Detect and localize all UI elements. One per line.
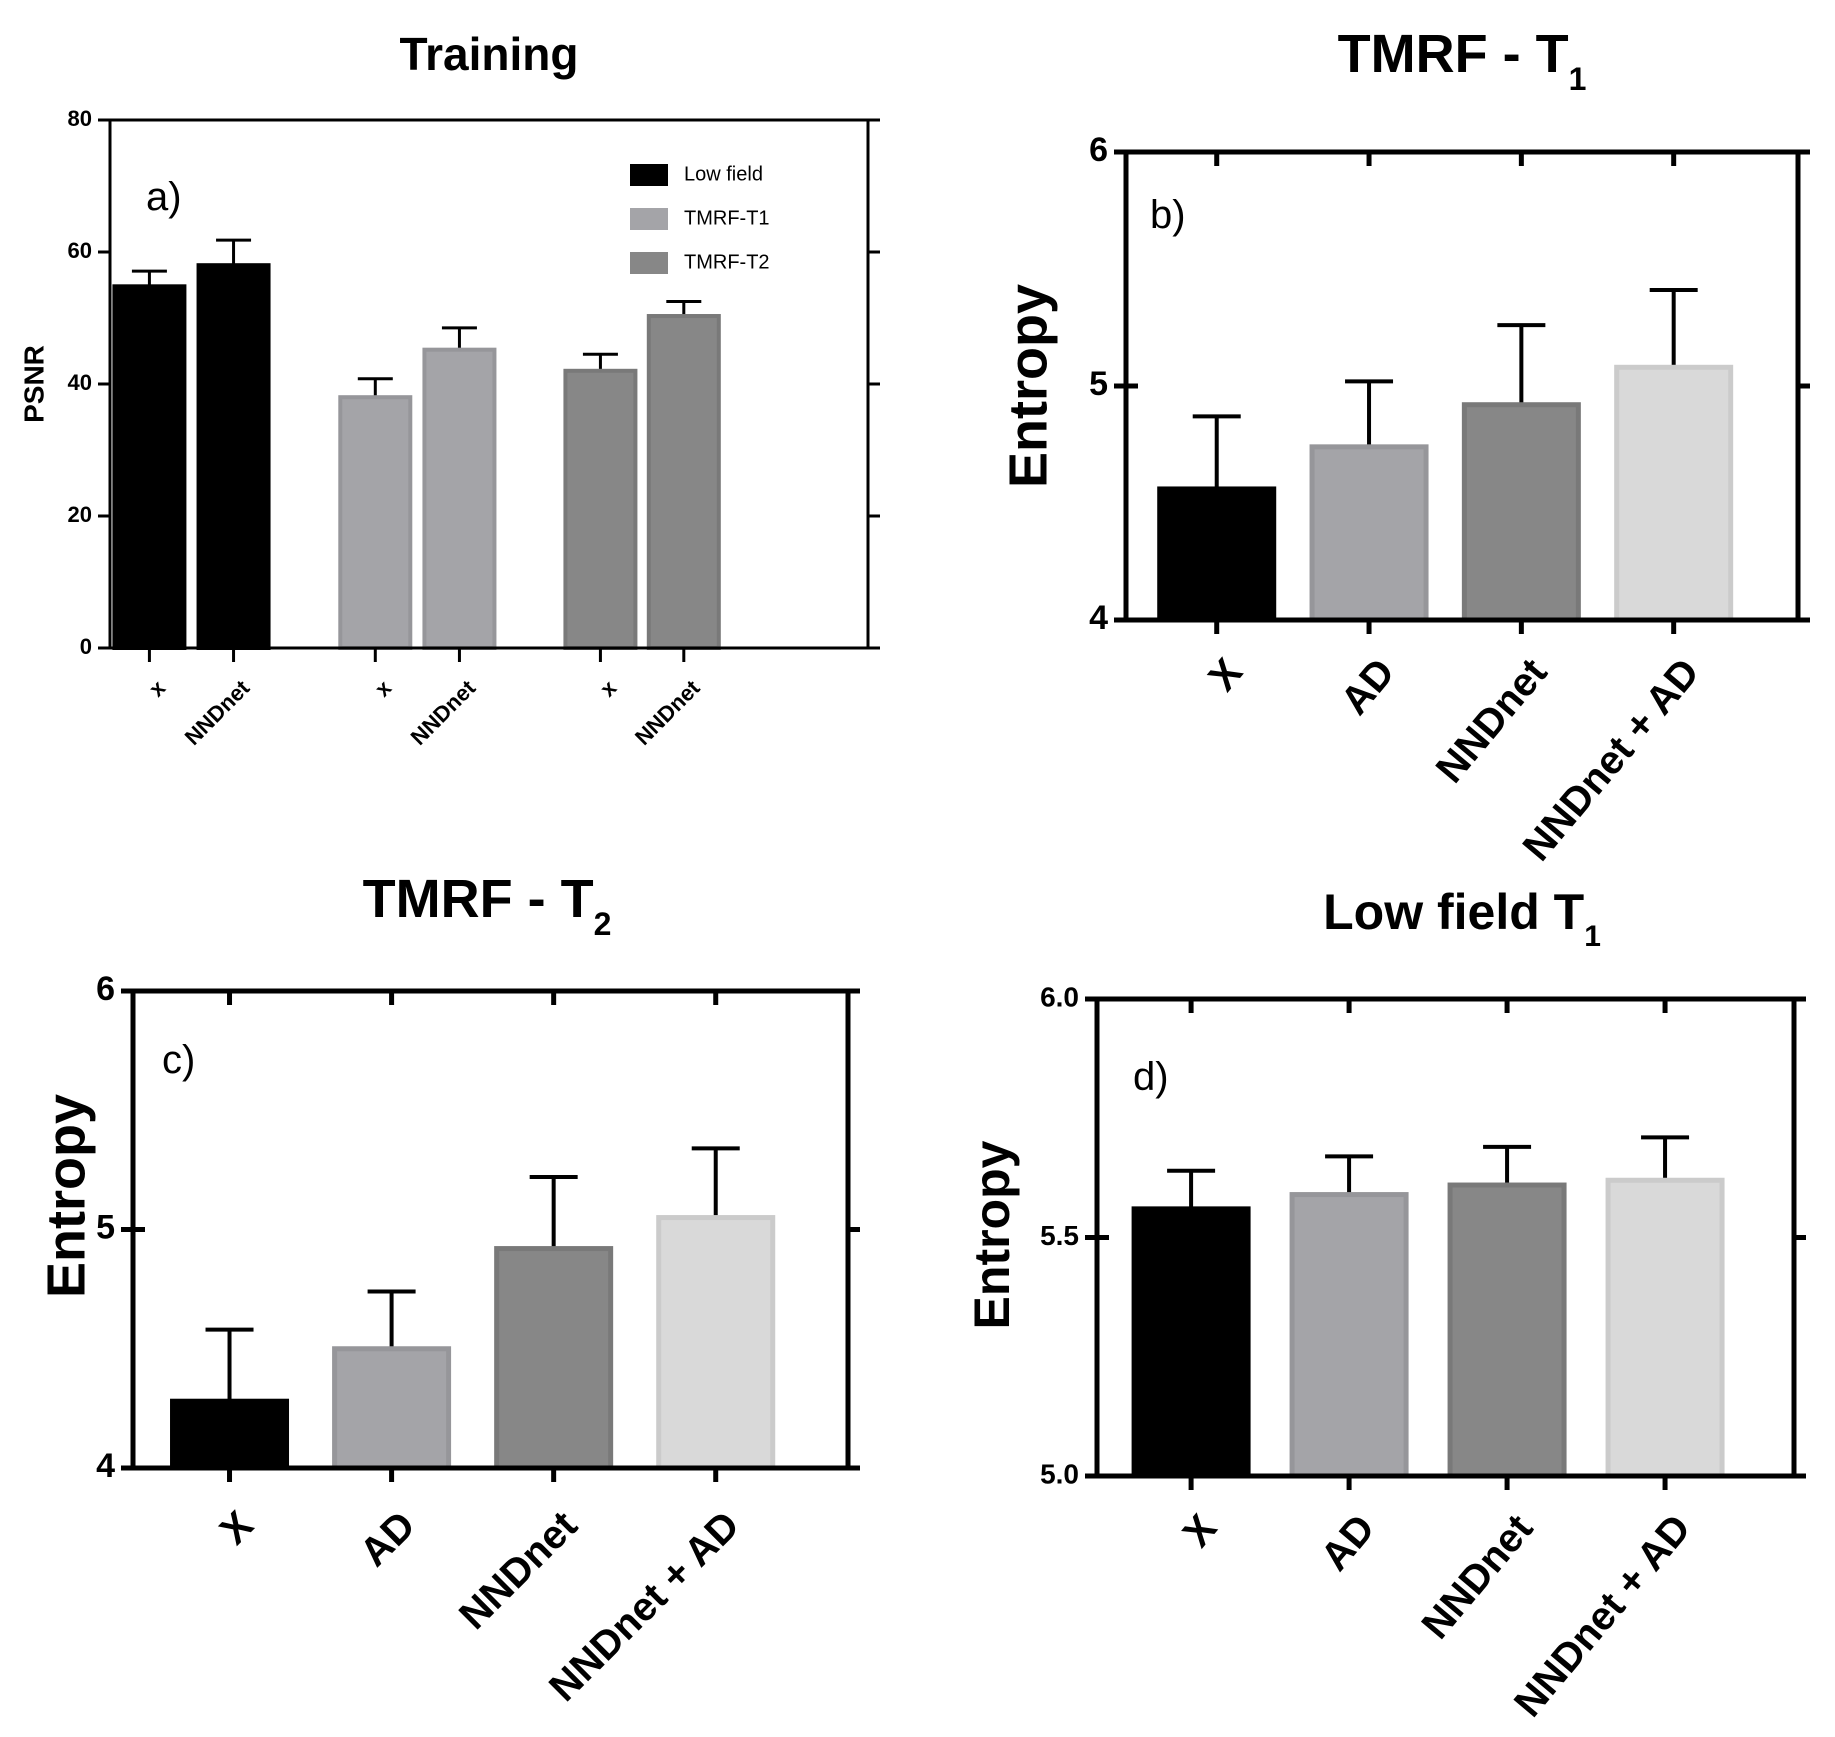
x-category-label: NNDnet — [406, 675, 481, 750]
legend-label: Low field — [684, 163, 763, 185]
y-tick-label: 5 — [96, 1208, 115, 1246]
legend-label: TMRF-T1 — [684, 207, 770, 229]
bar-0 — [170, 1398, 290, 1471]
y-axis-label: PSNR — [18, 345, 49, 423]
y-axis-label: Entropy — [998, 284, 1058, 488]
chart-title: TMRF - T1 — [1338, 24, 1587, 97]
chart-title: Low field T1 — [1323, 884, 1601, 953]
chart-title: TMRF - T2 — [363, 869, 612, 942]
bar-2 — [1447, 1182, 1567, 1479]
x-category-label: X — [1175, 1506, 1226, 1555]
legend-swatch — [630, 164, 668, 186]
bar-1 — [1289, 1192, 1409, 1479]
y-tick-label: 6.0 — [1040, 981, 1079, 1012]
y-tick-label: 6 — [1089, 131, 1108, 169]
y-axis-label: Entropy — [964, 1140, 1020, 1329]
bar-3 — [656, 1215, 776, 1471]
bar-tmrf-t1-1 — [422, 347, 497, 650]
bar-low-field-1 — [196, 263, 271, 650]
bar-3 — [1614, 364, 1734, 623]
bar-0 — [1131, 1206, 1251, 1479]
bar-2 — [1461, 402, 1581, 623]
bar-low-field-0 — [112, 284, 187, 650]
x-category-label: X — [1200, 650, 1251, 699]
legend-swatch — [630, 252, 668, 274]
x-category-label: AD — [1333, 651, 1404, 724]
bar-1 — [1309, 444, 1429, 623]
chart-title-subscript: 1 — [1584, 920, 1601, 953]
x-category-label: x — [144, 675, 171, 702]
y-axis-label: Entropy — [36, 1094, 96, 1298]
panel-tag: c) — [162, 1038, 195, 1082]
y-tick-label: 5.5 — [1040, 1220, 1079, 1251]
y-tick-label: 5.0 — [1040, 1458, 1079, 1489]
panel-tag: a) — [146, 175, 182, 219]
x-category-label: x — [370, 675, 397, 702]
y-tick-label: 6 — [96, 970, 115, 1008]
legend-label: TMRF-T2 — [684, 251, 770, 273]
y-tick-label: 5 — [1089, 365, 1108, 403]
bar-1 — [332, 1346, 452, 1471]
x-category-label: x — [595, 675, 622, 702]
x-category-label: NNDnet — [630, 675, 705, 750]
y-tick-label: 0 — [80, 634, 92, 659]
panel-tag: b) — [1150, 193, 1186, 237]
panel-tag: d) — [1133, 1055, 1169, 1099]
x-category-label: NNDnet — [1413, 1507, 1541, 1648]
bar-tmrf-t2-0 — [563, 368, 638, 650]
y-tick-label: 20 — [68, 502, 92, 527]
y-tick-label: 60 — [68, 238, 92, 263]
chart-title-subscript: 1 — [1569, 61, 1587, 97]
bar-0 — [1157, 486, 1277, 623]
chart-title-subscript: 2 — [594, 906, 612, 942]
bar-tmrf-t2-1 — [646, 314, 721, 650]
bar-2 — [494, 1246, 614, 1471]
x-category-label: NNDnet — [451, 1503, 586, 1638]
x-category-label: AD — [352, 1503, 424, 1575]
y-tick-label: 4 — [96, 1447, 115, 1485]
x-category-label: NNDnet — [1428, 651, 1556, 792]
legend-swatch — [630, 208, 668, 230]
x-category-label: NNDnet — [180, 675, 255, 750]
x-category-label: X — [212, 1503, 262, 1553]
chart-title: Training — [400, 28, 579, 80]
y-tick-label: 80 — [68, 106, 92, 131]
bar-tmrf-t1-0 — [338, 395, 413, 651]
bar-3 — [1605, 1177, 1725, 1479]
x-category-label: AD — [1313, 1507, 1384, 1580]
y-tick-label: 4 — [1089, 599, 1108, 637]
y-tick-label: 40 — [68, 370, 92, 395]
